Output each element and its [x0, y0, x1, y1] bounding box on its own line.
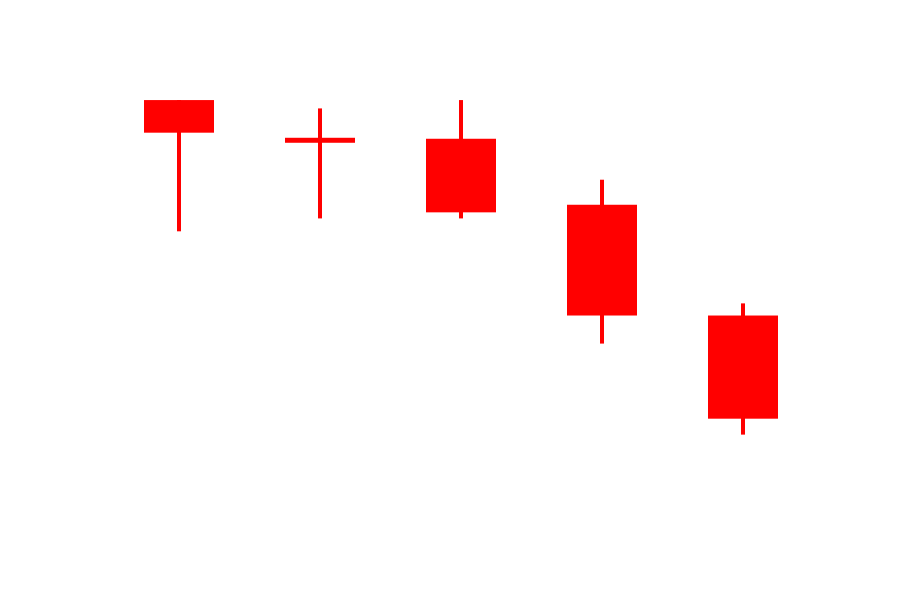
- candle-5-body: [708, 315, 778, 419]
- candle-2-wick: [318, 108, 322, 219]
- candle-3: [426, 100, 496, 219]
- candle-3-body: [426, 138, 496, 213]
- candle-4: [567, 179, 637, 344]
- candle-2-body: [285, 137, 355, 143]
- candle-5: [708, 303, 778, 435]
- candle-2: [285, 108, 355, 219]
- candle-1: [144, 100, 214, 232]
- candle-4-body: [567, 204, 637, 316]
- candle-1-body: [144, 100, 214, 133]
- candle-1-wick: [177, 100, 181, 232]
